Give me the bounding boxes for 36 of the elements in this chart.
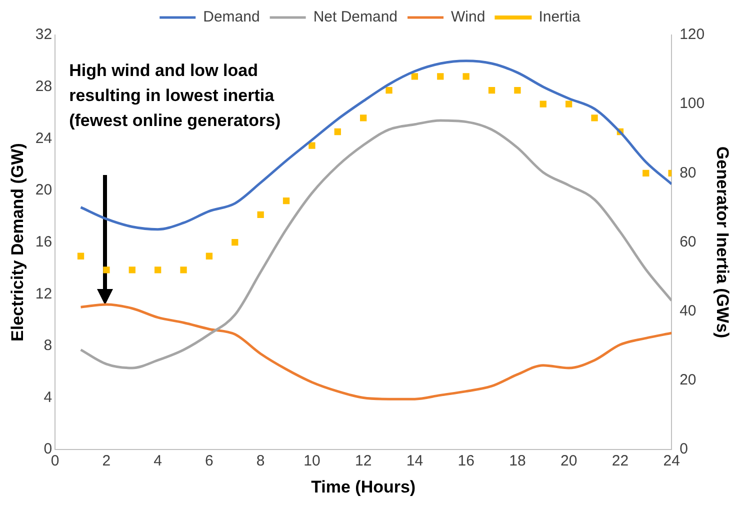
y-tick-label: 28 (35, 78, 52, 95)
x-tick-label: 20 (560, 452, 578, 470)
x-tick-label: 12 (354, 452, 372, 470)
x-tick-label: 22 (612, 452, 629, 470)
legend-label: Net Demand (313, 8, 398, 26)
y2-tick-label: 40 (680, 302, 696, 320)
legend-label: Wind (451, 8, 486, 26)
legend-label: Demand (203, 8, 260, 26)
y-tick-label: 8 (44, 337, 52, 354)
y2-tick-label: 80 (680, 164, 696, 182)
x-tick-label: 24 (663, 452, 680, 470)
y-tick-label: 4 (44, 388, 52, 406)
legend-label: Inertia (538, 8, 582, 26)
y-tick-label: 32 (35, 26, 52, 44)
y-tick-label: 0 (44, 440, 52, 458)
x-axis-title: Time (Hours) (311, 477, 416, 496)
y2-axis-title: Generator Inertia (GWs) (713, 146, 732, 338)
x-tick-label: 14 (406, 452, 424, 470)
y-tick-label: 20 (35, 182, 52, 199)
y2-tick-label: 0 (680, 440, 688, 458)
x-tick-label: 8 (256, 452, 265, 470)
y-tick-label: 24 (35, 130, 52, 147)
annotation: High wind and low load resulting in lowest inertia (fewest online generators) (69, 61, 281, 130)
x-tick-label: 18 (509, 452, 526, 470)
y-tick-label: 16 (35, 233, 52, 250)
x-tick-label: 6 (205, 452, 214, 470)
y2-tick-label: 100 (680, 95, 705, 112)
y2-tick-label: 120 (680, 26, 705, 44)
y2-tick-label: 20 (680, 372, 696, 389)
y-axis-title: Electricity Demand (GW) (8, 143, 27, 342)
x-tick-label: 2 (102, 452, 111, 470)
y2-tick-label: 60 (680, 233, 696, 250)
x-tick-label: 4 (154, 452, 162, 470)
x-tick-label: 16 (458, 452, 474, 470)
x-tick-label: 10 (304, 452, 320, 470)
y-tick-label: 12 (35, 285, 52, 302)
